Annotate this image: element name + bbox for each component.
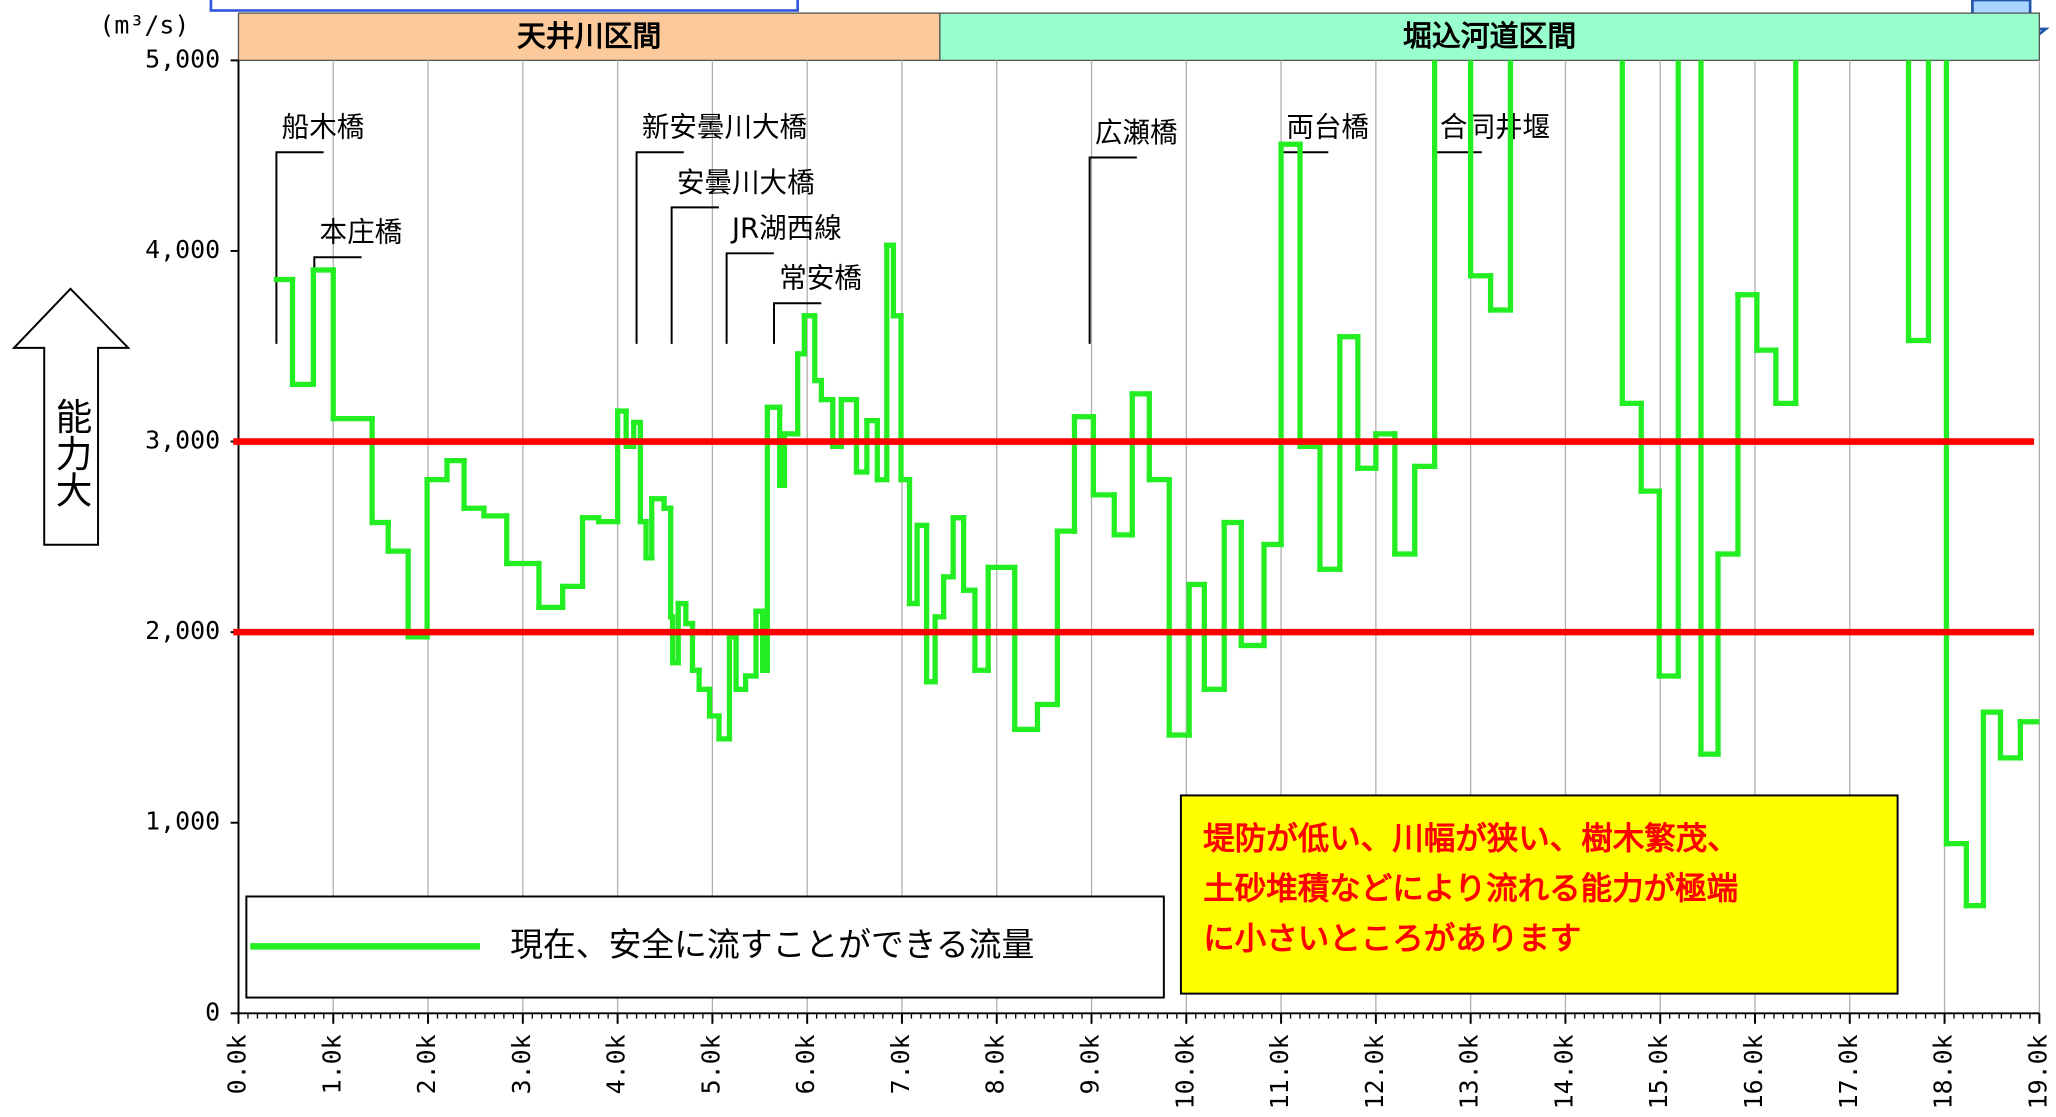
annotation-label: JR湖西線 (730, 213, 842, 245)
y-tick-label: 0 (205, 997, 220, 1026)
x-tick-label: 2.0k (412, 1034, 441, 1094)
legend-label: 現在、安全に流すことができる流量 (510, 926, 1034, 964)
x-tick-label: 9.0k (1076, 1034, 1105, 1094)
annotation-leader (1088, 156, 1137, 344)
annotation-leader (725, 252, 774, 344)
x-tick-label: 1.0k (317, 1034, 346, 1094)
annotation-leader (773, 302, 822, 344)
annotation-label: 船木橋 (282, 112, 365, 144)
x-tick-label: 7.0k (886, 1034, 915, 1094)
x-tick-label: 6.0k (791, 1034, 820, 1094)
section-label: 天井川区間 (517, 19, 661, 53)
x-tick-label: 13.0k (1455, 1034, 1484, 1109)
x-tick-label: 14.0k (1549, 1034, 1578, 1109)
x-tick-label: 8.0k (981, 1034, 1010, 1094)
section-band (939, 12, 2040, 62)
annotation-leader (670, 206, 719, 344)
annotation-label: 安曇川大橋 (677, 167, 815, 199)
y-tick-label: 2,000 (145, 616, 220, 645)
y-tick-label: 1,000 (145, 807, 220, 836)
x-tick-label: 15.0k (1644, 1034, 1673, 1109)
note-text: に小さいところがあります (1203, 921, 1581, 957)
x-tick-label: 5.0k (696, 1034, 725, 1094)
y-arrow (11, 287, 131, 546)
annotation-label: 本庄橋 (320, 217, 403, 249)
annotation-label: 両台橋 (1286, 112, 1369, 144)
y-axis-label: 能力大 (49, 398, 92, 508)
annotation-label: 常安橋 (779, 263, 862, 295)
x-tick-label: 4.0k (602, 1034, 631, 1094)
annotation-label: 広瀬橋 (1095, 117, 1178, 149)
note-box (1179, 794, 1899, 995)
x-tick-label: 11.0k (1265, 1034, 1294, 1109)
annotation-leader (635, 151, 684, 344)
note-text: 土砂堆積などにより流れる能力が極端 (1203, 870, 1738, 907)
note-text: 堤防が低い、川幅が狭い、樹木繁茂、 (1203, 821, 1739, 857)
annotation-label: 合同井堰 (1440, 112, 1550, 144)
x-tick-label: 10.0k (1170, 1034, 1199, 1109)
y-tick-label: 3,000 (145, 426, 220, 455)
x-tick-label: 12.0k (1360, 1034, 1389, 1109)
top-box (209, 0, 799, 12)
x-tick-label: 3.0k (507, 1034, 536, 1094)
y-tick-label: 5,000 (145, 44, 220, 73)
x-tick-label: 0.0k (222, 1034, 251, 1094)
x-tick-label: 19.0k (2023, 1034, 2052, 1109)
y-tick-label: 4,000 (145, 235, 220, 264)
annotation-label: 新安曇川大橋 (642, 112, 807, 144)
x-tick-label: 16.0k (1739, 1034, 1768, 1109)
x-tick-label: 17.0k (1834, 1034, 1863, 1109)
series-group (273, 60, 2040, 909)
x-tick-label: 18.0k (1929, 1034, 1958, 1109)
unit-label: (m³/s) (99, 10, 189, 39)
section-label: 堀込河道区間 (1403, 19, 1576, 53)
